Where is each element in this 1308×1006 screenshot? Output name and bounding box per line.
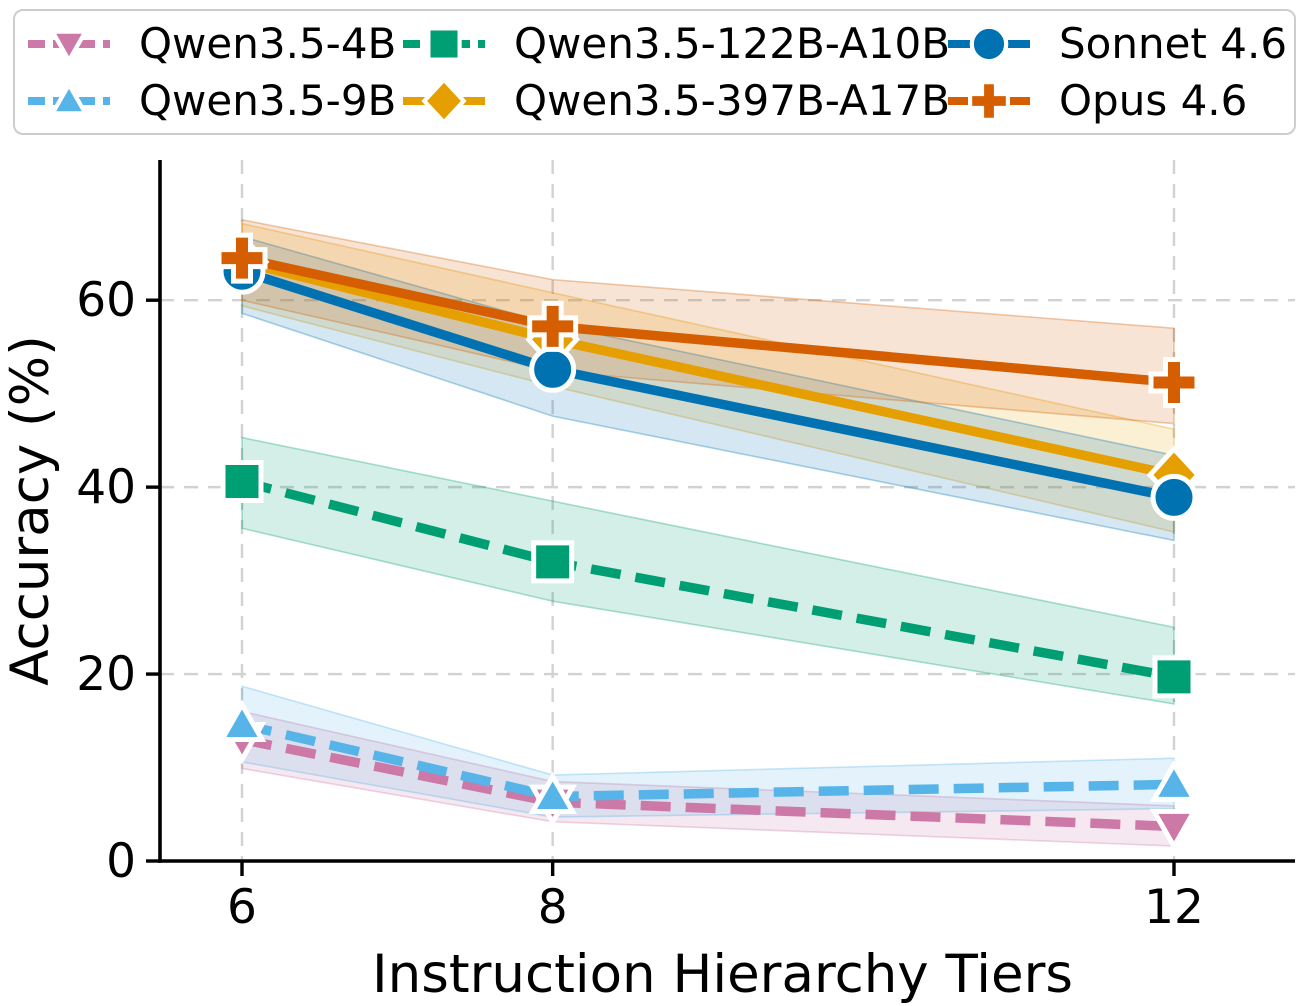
- legend-key-square-icon: [403, 25, 485, 62]
- legend-item-sonnet-4-6: Sonnet 4.6: [945, 16, 1294, 72]
- legend-item-label: Qwen3.5-397B-A17B: [514, 75, 951, 125]
- legend-marker-triangle-up-icon: [48, 79, 90, 115]
- marker-square-icon: [531, 540, 575, 584]
- x-axis-label: Instruction Hierarchy Tiers: [372, 944, 1073, 1005]
- marker-plus-icon: [527, 300, 579, 352]
- x-tick-label: 6: [227, 880, 257, 935]
- marker-triangle-up-icon: [217, 699, 267, 743]
- x-tick-label: 12: [1144, 880, 1204, 935]
- legend-marker-triangle-down-icon: [48, 29, 90, 65]
- axes: 0 20 40 60 6 8 12 Instruction Hierarchy Tiers Ac…: [0, 160, 1295, 1005]
- legend-key-triangle-down-icon: [28, 29, 110, 65]
- marker-plus-icon: [216, 232, 268, 284]
- y-tick-label: 40: [76, 460, 136, 515]
- legend-marker-plus-icon: [968, 79, 1010, 122]
- marker-circle-icon: [529, 345, 577, 393]
- legend-item-label: Sonnet 4.6: [1059, 18, 1288, 68]
- legend-key-plus-icon: [948, 79, 1030, 122]
- legend-item-label: Qwen3.5-122B-A10B: [514, 18, 951, 68]
- marker-plus-icon: [1148, 356, 1200, 408]
- legend-marker-circle-icon: [969, 24, 1009, 63]
- legend-key-triangle-up-icon: [28, 79, 110, 115]
- marker-triangle-down-icon: [1149, 808, 1199, 852]
- y-axis-label: Accuracy (%): [0, 335, 61, 686]
- marker-square-icon: [1152, 655, 1196, 699]
- y-tick-label: 20: [76, 647, 136, 702]
- marker-circle-icon: [1150, 473, 1198, 521]
- legend-marker-diamond-icon: [421, 76, 467, 125]
- legend-item-qwen3-5-122b-a10b: Qwen3.5-122B-A10B: [400, 16, 950, 72]
- legend-marker-square-icon: [426, 25, 462, 62]
- marker-square-icon: [220, 460, 264, 504]
- y-tick-label: 0: [106, 834, 136, 889]
- band-qwen3-5-122b-a10b: [241, 436, 1175, 705]
- legend-item-opus-4-6: Opus 4.6: [945, 73, 1294, 129]
- legend-item-label: Qwen3.5-4B: [139, 18, 397, 68]
- legend-item-qwen3-5-4b: Qwen3.5-4B: [25, 16, 400, 72]
- marker-triangle-up-icon: [528, 771, 577, 815]
- legend-key-circle-icon: [948, 24, 1030, 63]
- legend-item-qwen3-5-397b-a17b: Qwen3.5-397B-A17B: [400, 73, 950, 129]
- legend-key-diamond-icon: [403, 76, 485, 125]
- marker-triangle-up-icon: [1149, 759, 1199, 802]
- legend-item-label: Qwen3.5-9B: [139, 75, 397, 125]
- band-opus-4-6: [241, 218, 1175, 425]
- legend-item-label: Opus 4.6: [1059, 75, 1248, 125]
- legend: Qwen3.5-4B Qwen3.5-9B Qwen3.5-122B-A10B Qwe…: [13, 9, 1296, 135]
- legend-item-qwen3-5-9b: Qwen3.5-9B: [25, 73, 400, 129]
- x-tick-label: 8: [538, 880, 568, 935]
- y-tick-label: 60: [76, 273, 136, 328]
- series-markers: [214, 232, 1202, 852]
